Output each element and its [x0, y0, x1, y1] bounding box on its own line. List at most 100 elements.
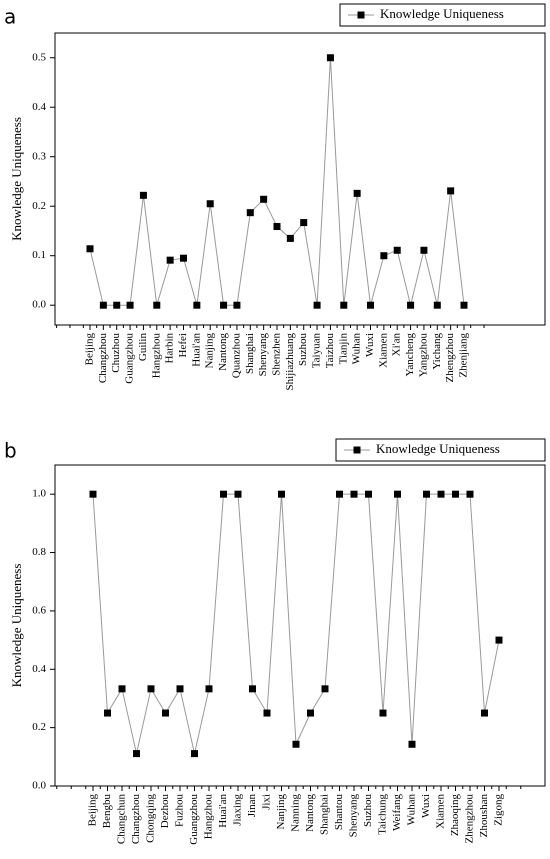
- data-point: [99, 301, 107, 309]
- x-tick-label: Shantou: [333, 794, 345, 831]
- x-tick-label: Guangzhou: [124, 333, 136, 384]
- x-tick-label: Nanning: [290, 794, 302, 832]
- x-tick-label: Hefei: [177, 333, 189, 357]
- x-tick-label: Nanjing: [275, 794, 287, 830]
- data-point: [466, 490, 474, 498]
- x-tick-label: Shenyang: [348, 794, 360, 838]
- legend: Knowledge Uniqueness: [335, 438, 546, 462]
- x-tick-label: Wuxi: [364, 333, 376, 357]
- data-point: [126, 301, 134, 309]
- data-point: [300, 219, 308, 227]
- legend: Knowledge Uniqueness: [339, 3, 546, 27]
- data-point: [433, 301, 441, 309]
- y-tick-label: 0.0: [32, 780, 46, 792]
- data-point: [180, 254, 187, 262]
- data-point: [86, 245, 94, 253]
- y-tick-label: 0.5: [32, 51, 46, 63]
- x-tick-label: Zhaoqing: [449, 794, 461, 837]
- x-tick-label: Suzhou: [297, 333, 309, 367]
- x-tick-label: Shenzhen: [271, 333, 283, 376]
- x-tick-label: Shanghai: [244, 333, 256, 374]
- data-point: [166, 256, 174, 264]
- x-tick-label: Guilin: [137, 333, 149, 362]
- data-point: [286, 234, 294, 242]
- data-point: [447, 187, 455, 195]
- legend-marker: [353, 446, 361, 454]
- x-tick-label: Nantong: [304, 794, 316, 832]
- data-point: [191, 750, 198, 758]
- x-tick-label: Taizhou: [324, 333, 336, 369]
- x-tick-label: Xiamen: [377, 333, 389, 368]
- x-tick-label: Dezhou: [159, 794, 171, 829]
- data-point: [133, 750, 140, 758]
- y-axis-label: Knowledge Uniqueness: [9, 564, 24, 688]
- data-point: [367, 301, 374, 309]
- x-tick-label: Beijing: [84, 333, 96, 366]
- data-point: [234, 490, 242, 498]
- x-tick-label: Weifang: [391, 794, 403, 831]
- legend-box: [339, 3, 546, 27]
- x-tick-label: Wuxi: [420, 794, 432, 818]
- data-point: [393, 246, 401, 254]
- series-line: [92, 493, 500, 754]
- data-point: [205, 685, 213, 693]
- data-point: [249, 685, 256, 693]
- x-tick-label: Zhengzhou: [464, 794, 476, 844]
- data-point: [220, 490, 227, 498]
- data-point: [147, 685, 155, 693]
- x-tick-label: Taiyuan: [311, 333, 323, 369]
- x-tick-label: Yangzhou: [417, 333, 429, 378]
- x-tick-label: Shanghai: [319, 794, 331, 835]
- legend-label: Knowledge Uniqueness: [376, 441, 500, 456]
- x-tick-label: Nanjing: [204, 333, 216, 369]
- data-point: [307, 709, 314, 717]
- series-line: [89, 57, 465, 306]
- x-tick-label: Xi'an: [391, 333, 403, 357]
- y-tick-label: 0.1: [32, 249, 46, 261]
- data-point: [104, 709, 111, 717]
- x-tick-label: Jixi: [261, 794, 273, 810]
- x-tick-label: Yichang: [431, 333, 443, 370]
- data-point: [233, 301, 241, 309]
- data-point: [379, 709, 387, 717]
- data-point: [139, 191, 147, 199]
- data-point: [437, 490, 445, 498]
- y-tick-label: 0.2: [32, 721, 46, 733]
- data-point: [326, 54, 334, 62]
- x-tick-label: Zhoushan: [478, 794, 490, 838]
- data-point: [423, 490, 430, 498]
- data-point: [206, 200, 214, 208]
- x-tick-label: Shenyang: [257, 333, 269, 377]
- data-point: [89, 490, 97, 498]
- data-point: [260, 195, 268, 203]
- data-point: [336, 490, 343, 498]
- data-point: [394, 490, 401, 498]
- x-tick-label: Zhengzhou: [444, 333, 456, 383]
- x-tick-label: Zigong: [493, 794, 505, 826]
- y-axis-label: Knowledge Uniqueness: [9, 117, 24, 241]
- data-point: [263, 709, 271, 717]
- data-point: [365, 490, 372, 498]
- y-tick-label: 0.4: [32, 663, 46, 675]
- x-tick-label: Tianjin: [337, 333, 349, 365]
- data-point: [278, 490, 285, 498]
- x-tick-label: Wuhan: [351, 333, 363, 365]
- data-point: [340, 301, 348, 309]
- data-point: [380, 252, 388, 260]
- panel-label: b: [4, 439, 17, 463]
- data-point: [353, 189, 361, 197]
- x-tick-label: Hangzhou: [203, 794, 215, 840]
- x-tick-label: Fuzhou: [174, 794, 186, 828]
- data-point: [193, 301, 201, 309]
- data-point: [408, 740, 416, 748]
- x-tick-label: Suzhou: [362, 794, 374, 828]
- x-tick-label: Wuhan: [406, 794, 418, 826]
- data-point: [113, 301, 121, 309]
- x-tick-label: Harbin: [164, 333, 176, 364]
- legend-marker: [357, 11, 365, 19]
- x-tick-label: Taichung: [377, 794, 389, 835]
- data-point: [460, 301, 468, 309]
- x-tick-label: Jiaxing: [232, 794, 244, 826]
- data-point: [118, 685, 126, 693]
- x-tick-label: Zhenjiang: [458, 333, 470, 378]
